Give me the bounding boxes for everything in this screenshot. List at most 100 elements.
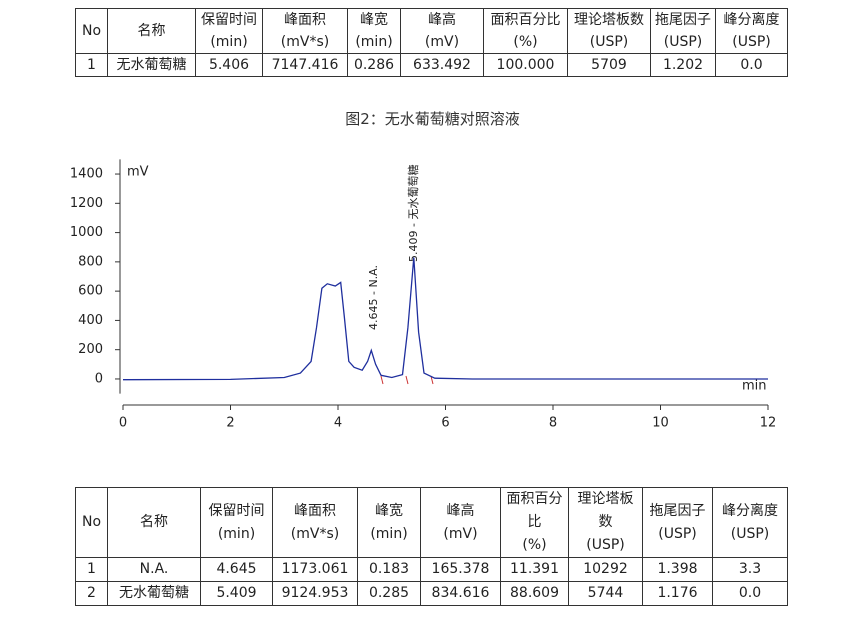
header-cell: 拖尾因子 (USP) [642,487,713,558]
cell: 5.406 [195,53,263,77]
x-tick-label: 4 [334,416,342,431]
header-cell: 峰高 (mV) [420,487,501,558]
header-text: 保留时间 [201,12,257,28]
header-text: (mV*s) [280,34,330,50]
cell: 1.176 [642,581,713,606]
header-text: 峰面积 [284,12,326,28]
y-tick-label: 0 [95,371,103,386]
header-text: No [81,514,102,530]
header-cell: 峰分离度 (USP) [715,8,788,54]
cell: 834.616 [420,581,501,606]
y-axis-label: mV [127,165,149,180]
baseline-marker [430,375,434,385]
header-text: (min) [217,525,256,542]
header-text: 理论塔板数 [577,491,634,530]
cell: 1173.061 [272,557,358,582]
header-cell: 保留时间 (min) [200,487,273,558]
header-cell: 拖尾因子 (USP) [650,8,716,54]
cell: 100.000 [483,53,568,77]
cell: 5.409 [200,581,273,606]
data-row: 1 N.A. 4.645 1173.061 0.183 165.378 11.391 1029… [75,557,788,582]
cell: 88.609 [500,581,569,606]
chart: 0 200 400 600 800 1000 1200 1400 0 2 4 6 8 10 12 mV min 4… [70,159,776,431]
header-cell: No [75,8,108,54]
header-text: 名称 [140,514,168,530]
header-text: 峰宽 [375,502,403,519]
cell: 1 [75,53,108,77]
header-text: No [81,23,102,39]
cell: 10292 [568,557,643,582]
baseline-marker [405,375,409,385]
y-tick-label: 1000 [70,225,103,240]
cell: 2 [75,581,108,606]
header-text: 名称 [137,23,166,39]
results-table: No 名称 保留时间 (min) 峰面积 (mV*s) 峰宽 (min) 峰高 (mV) 面积百分比… [75,8,788,77]
header-text: (min) [355,34,393,50]
cell: 无水葡萄糖 [107,53,196,77]
header-text: (%) [513,34,538,50]
header-cell: No [75,487,108,558]
header-text: (USP) [730,525,770,542]
cell: 0.285 [357,581,421,606]
header-text: (USP) [589,34,629,50]
header-text: 峰高 [446,502,475,519]
header-text: 面积百分比 [490,12,561,28]
header-text: (min) [210,34,248,50]
header-text: (mV) [424,34,460,50]
cell: 5744 [568,581,643,606]
header-text: (mV) [443,525,478,542]
header-text: 拖尾因子 [655,12,711,28]
chromatogram-line [122,257,768,381]
y-tick-label: 800 [78,254,103,269]
peak-label: 4.645 - N.A. [367,265,380,330]
header-cell: 理论塔板数 (USP) [568,487,643,558]
y-tick-label: 200 [78,342,103,357]
cell: 0.286 [347,53,401,77]
header-text: 理论塔板数 [574,12,644,28]
cell: N.A. [107,557,201,582]
header-text: (%) [522,537,547,553]
header-text: 峰宽 [360,12,388,28]
peak-label: 5.409 - 无水葡萄糖 [406,165,420,262]
y-tick-label: 1400 [70,167,103,182]
header-cell: 面积百分比 (%) [483,8,568,54]
data-row: 2 无水葡萄糖 5.409 9124.953 0.285 834.616 88.609 574… [75,581,788,606]
header-text: 峰分离度 [722,502,778,519]
cell: 0.0 [715,53,788,77]
header-cell: 面积百分比 (%) [500,487,569,558]
header-cell: 峰面积 (mV*s) [262,8,348,54]
header-text: (USP) [732,34,771,50]
cell: 0.183 [357,557,421,582]
header-text: (min) [370,525,408,542]
y-tick-label: 400 [78,313,103,328]
caption: 图2：无水葡萄糖对照溶液 [345,110,520,128]
x-tick-label: 0 [119,416,127,431]
header-text: 峰高 [428,12,456,28]
baseline-marker [380,375,384,385]
cell: 165.378 [420,557,501,582]
cell: 4.645 [200,557,273,582]
header-text: 拖尾因子 [649,502,706,519]
cell: 3.3 [712,557,788,582]
header-cell: 名称 [107,487,201,558]
header-row: No 名称 保留时间 (min) 峰面积 (mV*s) 峰宽 (min) 峰高 (mV) 面积百分比… [75,8,788,54]
header-cell: 理论塔板数 (USP) [567,8,651,54]
cell: 11.391 [500,557,569,582]
cell: 1 [75,557,108,582]
x-tick-label: 8 [549,416,557,431]
cell: 7147.416 [262,53,348,77]
cell: 633.492 [400,53,484,77]
header-text: (USP) [586,537,625,553]
header-text: 峰分离度 [723,12,780,28]
x-axis-label: min [742,379,767,394]
header-text: 峰面积 [294,502,336,519]
y-tick-label: 1200 [70,196,103,211]
header-text: (USP) [663,34,703,50]
header-cell: 峰分离度 (USP) [712,487,788,558]
header-cell: 峰宽 (min) [347,8,401,54]
cell: 9124.953 [272,581,358,606]
x-tick-label: 10 [652,416,669,431]
header-row: No 名称 保留时间 (min) 峰面积 (mV*s) 峰宽 (min) 峰高 (mV) 面积百分比… [75,487,788,558]
header-text: 保留时间 [208,502,265,519]
